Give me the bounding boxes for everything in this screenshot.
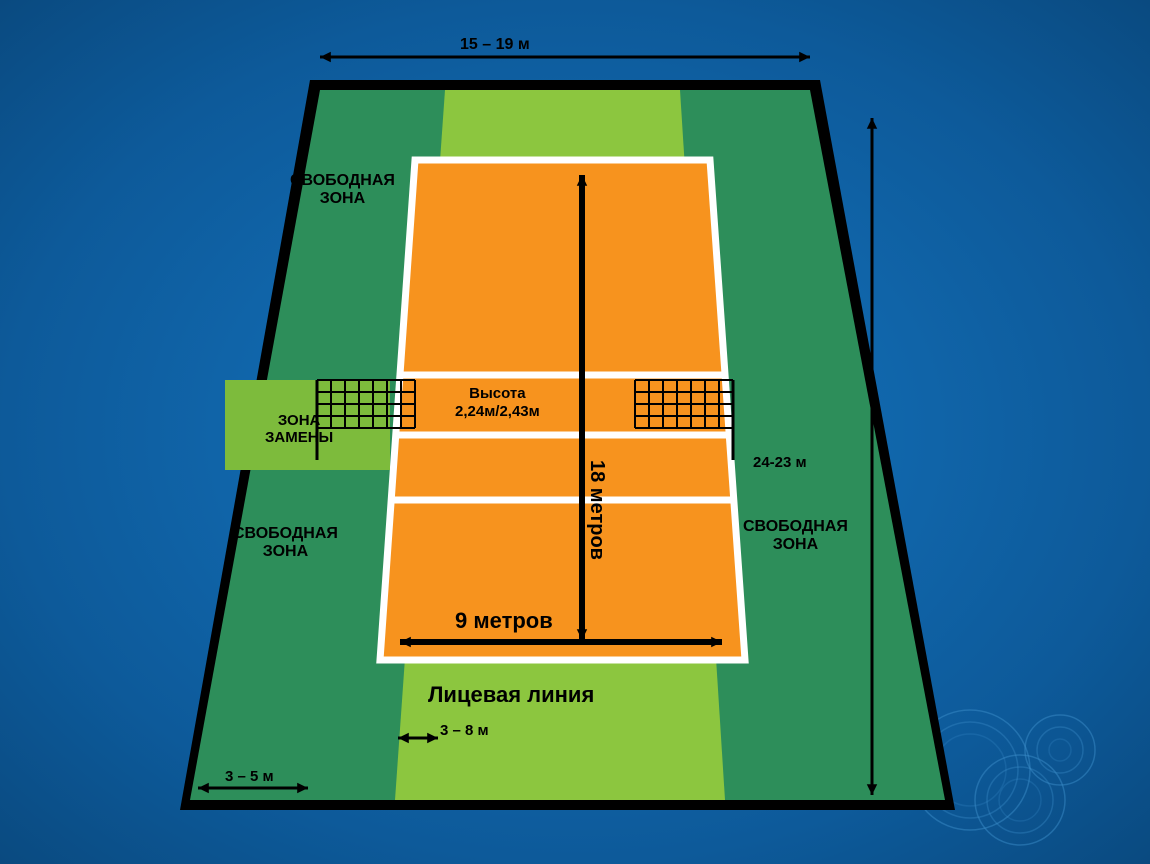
label-margin-3-5: 3 – 5 м	[225, 768, 274, 785]
label-top-width: 15 – 19 м	[460, 36, 530, 54]
label-sub-zone: ЗОНА ЗАМЕНЫ	[265, 412, 333, 447]
label-free-zone-bottom-left: СВОБОДНАЯ ЗОНА	[233, 525, 338, 562]
label-length-right: 24-23 м	[753, 454, 807, 471]
label-end-line: Лицевая линия	[428, 682, 594, 708]
label-free-zone-right: СВОБОДНАЯ ЗОНА	[743, 518, 848, 555]
label-width-9: 9 метров	[455, 608, 553, 634]
label-margin-3-8: 3 – 8 м	[440, 722, 489, 739]
court-svg	[0, 0, 1150, 864]
label-net-height: Высота 2,24м/2,43м	[455, 385, 540, 421]
label-length-18: 18 метров	[585, 460, 608, 560]
label-free-zone-top-left: СВОБОДНАЯ ЗОНА	[290, 172, 395, 209]
diagram-stage: 15 – 19 м СВОБОДНАЯ ЗОНА ЗОНА ЗАМЕНЫ Выс…	[0, 0, 1150, 864]
